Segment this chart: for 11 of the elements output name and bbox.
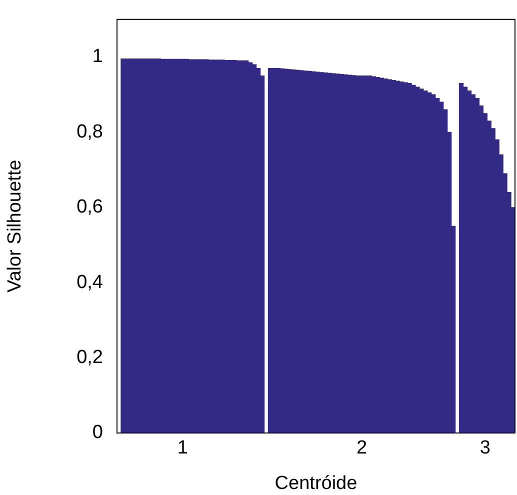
y-tick-label: 0,2 (76, 347, 103, 368)
x-tick-label: 3 (480, 438, 490, 459)
x-tick-label: 1 (177, 438, 188, 459)
x-axis-title: Centróide (274, 472, 358, 494)
y-tick-label: 0,6 (76, 196, 103, 218)
y-tick-label: 1 (92, 46, 103, 68)
y-tick-label: 0,8 (76, 121, 103, 142)
y-tick-label: 0,4 (76, 272, 104, 293)
x-tick-label: 2 (356, 438, 368, 459)
y-tick-label: 0 (92, 422, 103, 444)
y-axis-title: Valor Silhouette (4, 160, 26, 293)
